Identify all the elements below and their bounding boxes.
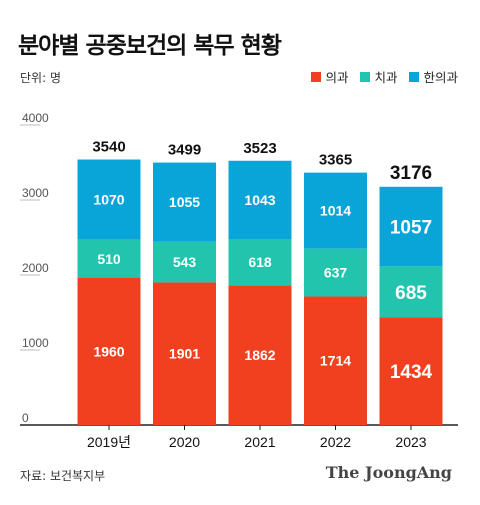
unit-label: 단위: 명 — [20, 71, 61, 85]
y-tick-label: 2000 — [22, 261, 49, 275]
y-tick-label: 1000 — [22, 336, 49, 350]
data-label: 1070 — [93, 192, 124, 208]
data-label: 543 — [173, 254, 197, 270]
legend-label-oriental-medicine: 한의과 — [423, 70, 458, 85]
legend-swatch-medicine — [311, 71, 322, 82]
legend-swatch-oriental-medicine — [409, 71, 420, 82]
bar-segment — [153, 241, 216, 283]
x-tick-label: 2022 — [320, 434, 351, 450]
total-label: 3365 — [319, 152, 352, 169]
data-label: 1960 — [93, 344, 124, 360]
x-tick-label: 2020 — [169, 434, 200, 450]
total-label: 3499 — [168, 142, 201, 159]
legend-label-dentistry: 치과 — [374, 70, 398, 85]
total-label: 3523 — [243, 140, 276, 157]
total-label: 3176 — [390, 163, 432, 184]
bar-segment — [77, 159, 141, 240]
y-tick-label: 3000 — [22, 186, 49, 200]
bar-segment — [228, 160, 292, 239]
data-label: 1057 — [390, 217, 432, 238]
bar-segment — [153, 282, 216, 425]
legend-swatch-dentistry — [360, 71, 371, 82]
data-label: 510 — [97, 251, 121, 267]
y-tick-label: 0 — [22, 411, 29, 425]
legend-item-medicine: 의과 — [311, 67, 348, 86]
x-tick-label: 2021 — [244, 434, 275, 450]
x-tick-label: 2019년 — [87, 434, 131, 450]
legend-item-dentistry: 치과 — [360, 67, 397, 86]
data-label: 1862 — [244, 347, 275, 363]
bar-segment — [379, 317, 443, 425]
total-label: 3540 — [92, 139, 125, 156]
data-label: 637 — [324, 265, 348, 281]
data-label: 1043 — [244, 192, 275, 208]
bar-segment — [153, 162, 216, 242]
chart-title: 분야별 공중보건의 복무 현황 — [18, 33, 282, 59]
legend-label-medicine: 의과 — [325, 70, 349, 85]
bar-segment — [77, 278, 141, 425]
source-note: 자료: 보건복지부 — [20, 469, 106, 483]
data-label: 618 — [248, 254, 272, 270]
y-tick-label: 4000 — [22, 111, 49, 125]
bar-segment — [304, 296, 367, 425]
bar-segment — [228, 285, 292, 425]
bar-segment — [304, 172, 367, 249]
bar-segment — [228, 239, 292, 286]
bar-segment — [379, 186, 443, 267]
data-label: 685 — [395, 283, 427, 304]
data-label: 1014 — [320, 203, 351, 219]
brand-logo: The JoongAng — [325, 463, 452, 482]
data-label: 1055 — [169, 194, 200, 210]
legend-item-oriental-medicine: 한의과 — [409, 67, 458, 86]
bar-segment — [379, 266, 443, 318]
bar-segment — [304, 248, 367, 297]
bar-segment — [77, 239, 141, 278]
data-label: 1714 — [320, 353, 351, 369]
x-tick-label: 2023 — [395, 434, 426, 450]
data-label: 1434 — [390, 362, 433, 383]
legend: 의과 치과 한의과 — [311, 67, 458, 86]
data-label: 1901 — [169, 346, 200, 362]
